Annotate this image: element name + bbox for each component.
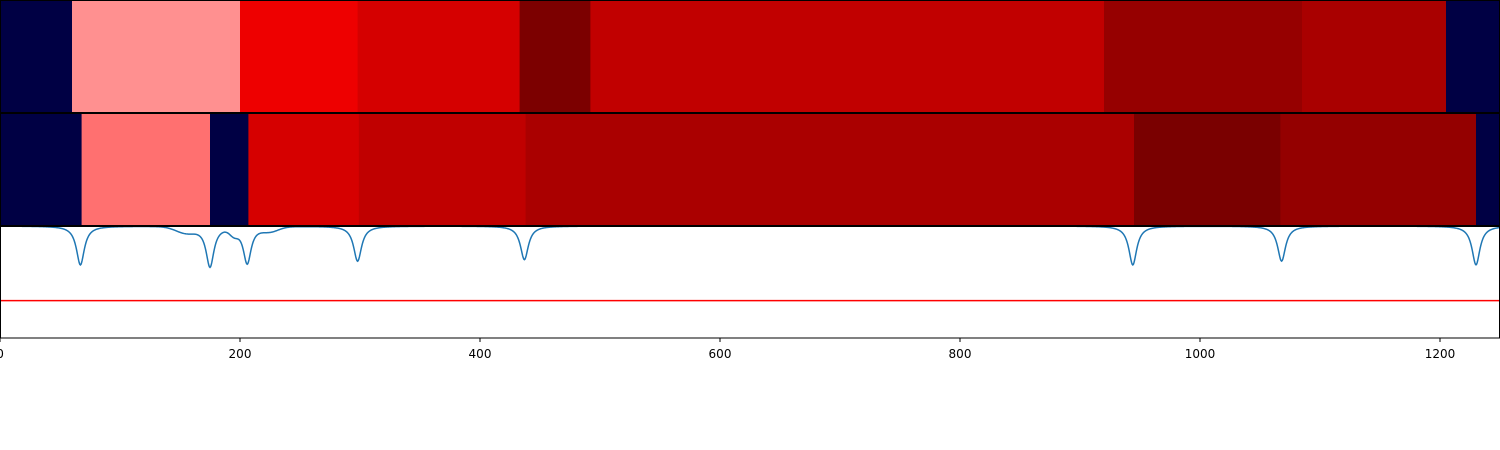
x-tick-label-1000: 1000 xyxy=(1185,347,1216,361)
x-tick-label-400: 400 xyxy=(469,347,492,361)
row-1-segment-9 xyxy=(1446,1,1500,112)
row-2-segment-1 xyxy=(0,114,83,225)
row-2-segment-7 xyxy=(1134,114,1281,225)
row-2-segment-8 xyxy=(1280,114,1477,225)
x-axis: 0 200 400 600 800 1000 1200 xyxy=(0,338,1455,361)
signal-panel-background xyxy=(0,226,1500,338)
x-tick-label-1200: 1200 xyxy=(1425,347,1456,361)
row-2-segment-6 xyxy=(525,114,1135,225)
row-1-segment-7 xyxy=(1104,1,1303,112)
row-1-segment-2 xyxy=(72,1,241,112)
row-2-segment-9 xyxy=(1476,114,1500,225)
row-1-segment-3 xyxy=(240,1,359,112)
x-tick-label-600: 600 xyxy=(709,347,732,361)
row-1-segment-5 xyxy=(519,1,591,112)
row-1-segment-8 xyxy=(1302,1,1447,112)
signal-panel xyxy=(0,225,1500,338)
x-tick-label-0: 0 xyxy=(0,347,4,361)
row-1-segment-6 xyxy=(590,1,1105,112)
heatmap-row-2 xyxy=(0,114,1500,225)
row-2-segment-5 xyxy=(358,114,527,225)
row-2-segment-2 xyxy=(81,114,211,225)
row-1-segment-4 xyxy=(357,1,521,112)
heatmap-row-1 xyxy=(0,1,1500,112)
row-2-segment-3 xyxy=(210,114,249,225)
x-tick-label-200: 200 xyxy=(229,347,252,361)
row-1-segment-1 xyxy=(0,1,73,112)
x-tick-label-800: 800 xyxy=(949,347,972,361)
row-2-segment-4 xyxy=(248,114,360,225)
